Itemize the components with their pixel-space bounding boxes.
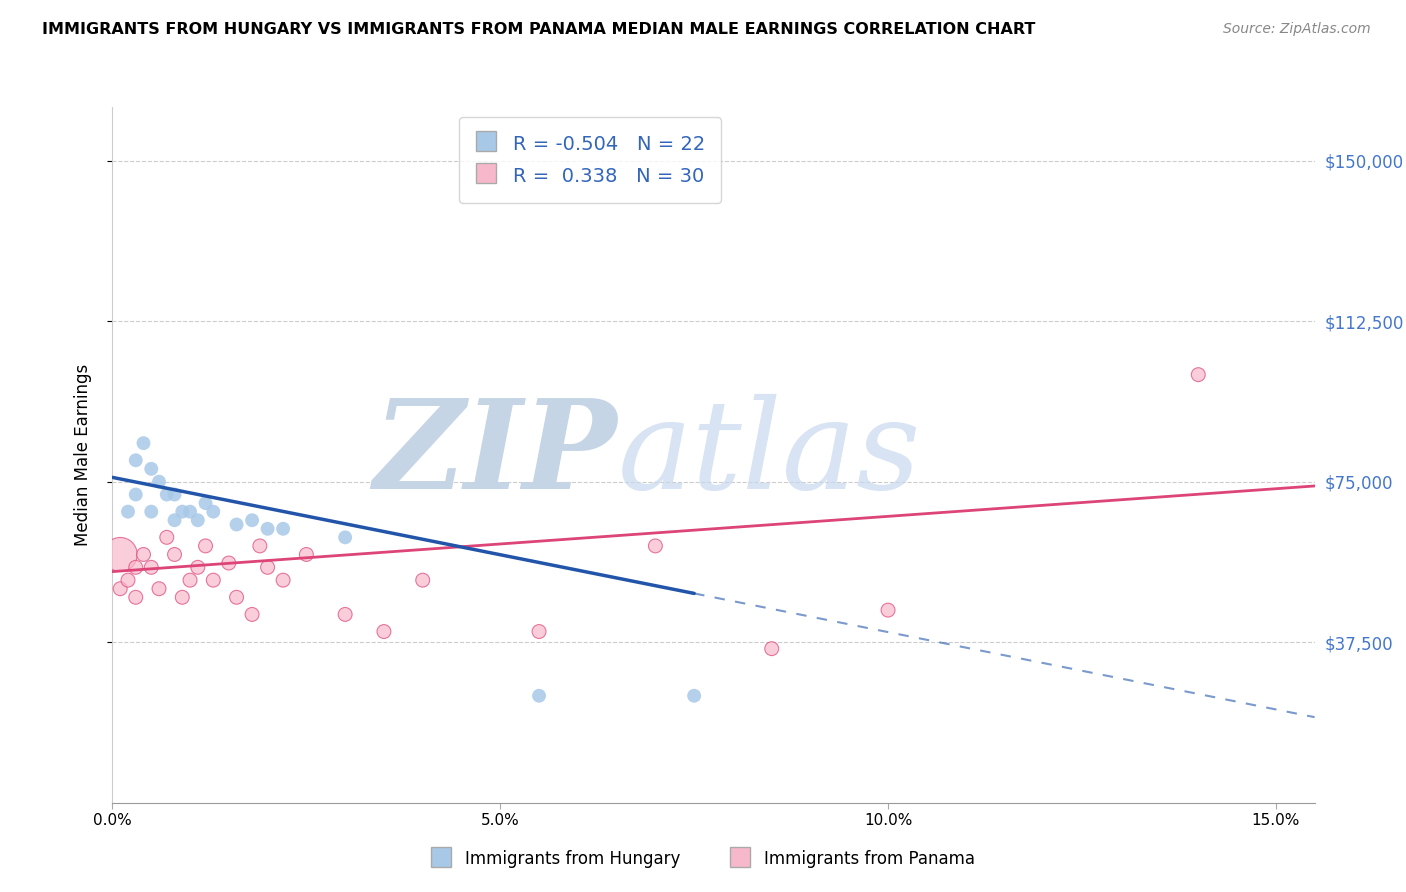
Point [117,505,139,519]
Point [761,641,783,656]
Point [125,591,148,605]
Point [110,548,132,562]
Point [132,548,155,562]
Point [156,487,179,501]
Point [1187,368,1209,382]
Legend: R = -0.504   N = 22, R =  0.338   N = 30: R = -0.504 N = 22, R = 0.338 N = 30 [458,117,721,202]
Point [194,496,217,510]
Point [148,582,170,596]
Point [125,560,148,574]
Point [141,505,163,519]
Point [877,603,900,617]
Point [240,513,263,527]
Point [295,548,318,562]
Point [527,689,550,703]
Text: atlas: atlas [617,394,921,516]
Point [187,513,209,527]
Point [179,573,201,587]
Point [187,560,209,574]
Point [373,624,395,639]
Point [141,462,163,476]
Point [110,582,132,596]
Point [163,513,186,527]
Point [240,607,263,622]
Point [644,539,666,553]
Point [527,624,550,639]
Point [172,591,194,605]
Point [256,522,278,536]
Point [333,607,356,622]
Point [225,517,247,532]
Point [163,487,186,501]
Point [202,573,225,587]
Point [256,560,278,574]
Point [271,522,294,536]
Point [249,539,271,553]
Point [412,573,434,587]
Point [163,548,186,562]
Point [194,539,217,553]
Y-axis label: Median Male Earnings: Median Male Earnings [73,364,91,546]
Point [225,591,247,605]
Text: IMMIGRANTS FROM HUNGARY VS IMMIGRANTS FROM PANAMA MEDIAN MALE EARNINGS CORRELATI: IMMIGRANTS FROM HUNGARY VS IMMIGRANTS FR… [42,22,1036,37]
Text: ZIP: ZIP [374,394,617,516]
Point [156,530,179,544]
Point [333,530,356,544]
Text: Source: ZipAtlas.com: Source: ZipAtlas.com [1223,22,1371,37]
Point [125,487,148,501]
Point [148,475,170,489]
Point [218,556,240,570]
Point [179,505,201,519]
Point [125,453,148,467]
Point [202,505,225,519]
Point [683,689,706,703]
Point [271,573,294,587]
Point [141,560,163,574]
Point [132,436,155,450]
Point [172,505,194,519]
Legend: Immigrants from Hungary, Immigrants from Panama: Immigrants from Hungary, Immigrants from… [425,843,981,875]
Point [117,573,139,587]
